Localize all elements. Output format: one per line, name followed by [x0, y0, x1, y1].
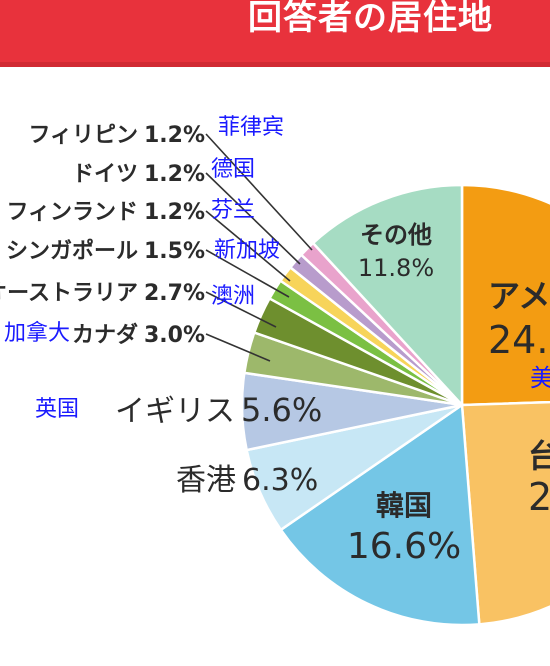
slice-value-kr: 16.6%: [347, 526, 461, 567]
leader-line-de: [205, 172, 301, 265]
small-value-fi: 1.2%: [144, 200, 205, 225]
banner-shadow: [0, 62, 550, 67]
pie-slice-tw: [460, 400, 550, 626]
leader-line-sg: [205, 249, 290, 298]
translation-fi: 芬兰: [211, 198, 255, 223]
slice-label-uk: イギリス: [115, 394, 235, 429]
slice-label-us: アメ: [488, 277, 550, 315]
slice-value-us: 24.: [488, 318, 548, 362]
leader-line-ca: [205, 333, 271, 362]
pie-slice-kr: [279, 402, 481, 627]
leader-line-au: [205, 291, 277, 328]
slice-label-other: その他: [360, 221, 432, 249]
chart-title: 回答者の居住地: [248, 0, 493, 38]
slice-label-hk: 香港: [176, 463, 236, 498]
slice-value-uk: 5.6%: [241, 391, 322, 429]
small-value-sg: 1.5%: [144, 239, 205, 264]
pie-slice-other: [311, 183, 464, 409]
translation-de: 德国: [211, 157, 255, 182]
slice-value-other: 11.8%: [358, 254, 434, 282]
translation-au: 澳洲: [211, 284, 255, 309]
pie-slice-us: [460, 183, 550, 407]
small-value-de: 1.2%: [144, 162, 205, 187]
small-label-ca: カナダ: [72, 322, 138, 348]
translation-us: 美: [530, 364, 550, 392]
title-banner: 回答者の居住地: [0, 0, 550, 67]
small-value-ph: 1.2%: [144, 123, 205, 148]
small-label-de: ドイツ: [72, 162, 138, 187]
small-label-au: オーストラリア: [0, 281, 138, 306]
translation-ph: 菲律宾: [218, 115, 284, 140]
small-value-ca: 3.0%: [144, 323, 205, 348]
small-value-au: 2.7%: [144, 281, 205, 306]
leader-line-fi: [205, 210, 291, 282]
slice-label-kr: 韓国: [376, 489, 432, 522]
small-label-sg: シンガポール: [6, 238, 138, 264]
translation-ca: 加拿大: [4, 320, 70, 346]
slice-label-tw: 台: [528, 437, 550, 475]
translation-sg: 新加坡: [214, 238, 280, 263]
slice-value-tw: 24.: [528, 475, 550, 519]
translation-uk: 英国: [35, 397, 79, 422]
slice-value-hk: 6.3%: [242, 463, 318, 498]
leader-line-ph: [205, 133, 313, 251]
small-label-fi: フィンランド: [6, 200, 138, 225]
small-label-ph: フィリピン: [28, 123, 138, 148]
